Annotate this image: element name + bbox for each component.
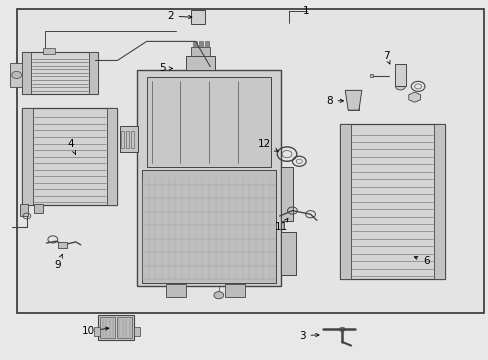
Bar [146,77,271,167]
Bar [134,327,140,336]
Bar [347,90,358,110]
Circle shape [12,71,21,78]
Bar [166,284,185,297]
Bar [339,124,350,279]
Bar [190,10,205,24]
Bar [34,204,43,213]
Bar [125,131,129,148]
Text: 4: 4 [67,139,76,154]
Text: 6: 6 [413,256,429,266]
Bar [43,48,55,54]
Polygon shape [345,90,361,110]
Bar [106,108,117,205]
Bar [394,64,405,86]
Bar [100,317,115,338]
Text: 8: 8 [325,96,343,106]
Bar [142,170,276,283]
Text: 12: 12 [258,139,277,151]
Bar [94,327,100,336]
Bar [22,108,117,205]
Bar [10,63,23,87]
Text: 5: 5 [159,63,172,73]
Bar [22,52,31,94]
Bar [281,232,295,275]
Text: 10: 10 [82,326,108,336]
Bar [369,74,372,77]
Bar [89,52,98,94]
Bar [98,315,134,340]
Bar [130,131,134,148]
Bar [137,70,281,286]
Text: 11: 11 [274,219,287,232]
Bar [433,124,444,279]
Bar [22,108,33,205]
Bar [339,124,444,279]
Circle shape [194,14,202,20]
Bar [204,41,208,47]
Bar [17,9,483,313]
Bar [117,317,132,338]
Bar [121,131,124,148]
Text: 9: 9 [54,254,62,270]
Bar [185,56,215,70]
Bar [22,52,98,94]
Circle shape [214,292,223,299]
Bar [193,41,197,47]
Text: 7: 7 [382,51,389,64]
Bar [199,41,203,47]
Bar [120,126,138,152]
Text: 2: 2 [166,11,191,21]
Bar [58,242,67,248]
Circle shape [339,327,345,332]
Bar [281,167,293,221]
Bar [224,284,244,297]
Circle shape [194,19,202,24]
Bar [190,47,210,56]
Bar [20,204,28,216]
Circle shape [395,83,405,90]
Text: 3: 3 [298,330,318,341]
Text: 1: 1 [303,6,309,16]
